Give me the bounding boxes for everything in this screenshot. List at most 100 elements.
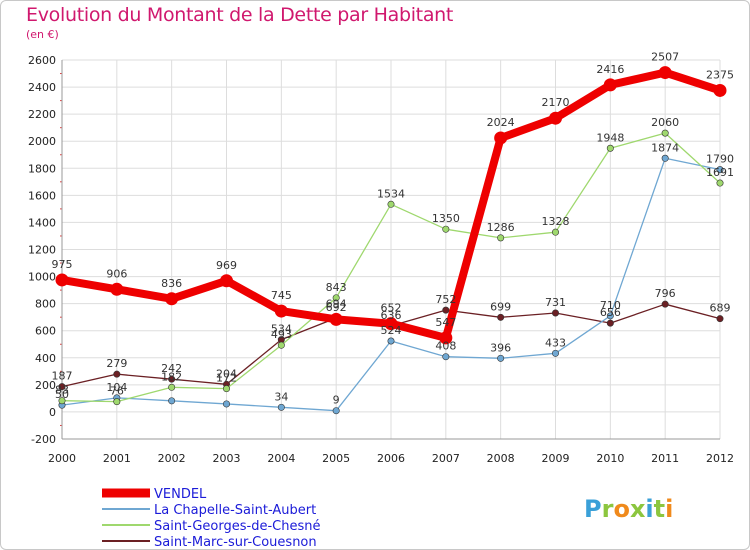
data-label: 2060 xyxy=(651,116,679,129)
data-point xyxy=(497,313,505,321)
legend-label: Saint-Georges-de-Chesné xyxy=(154,519,320,534)
data-point xyxy=(58,397,66,405)
data-point xyxy=(606,312,614,320)
data-point xyxy=(551,309,559,317)
data-point xyxy=(223,400,231,408)
data-point xyxy=(332,294,340,302)
y-tick-label: 0 xyxy=(49,406,56,419)
logo-letter: t xyxy=(654,495,665,523)
logo-text: Proxiti xyxy=(584,495,673,523)
data-label: 689 xyxy=(710,302,731,315)
x-tick-label: 2009 xyxy=(542,452,570,465)
data-point xyxy=(551,349,559,357)
data-point xyxy=(274,304,288,318)
series-group xyxy=(55,66,727,415)
data-label: 692 xyxy=(326,301,347,314)
data-label: 1328 xyxy=(542,215,570,228)
data-point xyxy=(713,83,727,97)
data-point xyxy=(661,129,669,137)
data-point xyxy=(58,383,66,391)
data-point xyxy=(497,234,505,242)
logo-letter: o xyxy=(613,495,630,523)
data-point xyxy=(110,282,124,296)
data-label: 2170 xyxy=(542,96,570,109)
data-label: 172 xyxy=(216,372,237,385)
data-label: 656 xyxy=(600,306,621,319)
data-label: 694 xyxy=(326,297,347,310)
data-point xyxy=(716,315,724,323)
data-point xyxy=(277,403,285,411)
x-tick-label: 2006 xyxy=(377,452,405,465)
y-tick-label: 1000 xyxy=(28,271,56,284)
data-point xyxy=(113,398,121,406)
data-label: 1286 xyxy=(487,221,515,234)
data-point xyxy=(497,354,505,362)
data-label: 1948 xyxy=(596,131,624,144)
legend-label: La Chapelle-Saint-Aubert xyxy=(154,503,316,518)
data-label: 242 xyxy=(161,362,182,375)
y-tick-label: 2200 xyxy=(28,108,56,121)
data-point xyxy=(329,312,343,326)
data-point xyxy=(606,319,614,327)
legend-label: VENDEL xyxy=(154,487,207,502)
data-point xyxy=(658,66,672,80)
data-label: 710 xyxy=(600,299,621,312)
data-point xyxy=(168,375,176,383)
data-label: 731 xyxy=(545,296,566,309)
y-tick-label: 2400 xyxy=(28,81,56,94)
data-point xyxy=(442,353,450,361)
y-tick-label: 1200 xyxy=(28,244,56,257)
data-point xyxy=(220,274,233,288)
data-point xyxy=(551,228,559,236)
data-label: 906 xyxy=(106,267,127,280)
data-point xyxy=(603,78,617,92)
y-tick-label: 1400 xyxy=(28,216,56,229)
data-point xyxy=(716,166,724,174)
data-label: 843 xyxy=(326,281,347,294)
data-label: 279 xyxy=(106,357,127,370)
data-label: 1691 xyxy=(706,166,734,179)
data-label: 2507 xyxy=(651,51,679,64)
data-point xyxy=(716,179,724,187)
data-point xyxy=(223,385,231,393)
x-tick-label: 2004 xyxy=(267,452,295,465)
data-point xyxy=(113,370,121,378)
data-point xyxy=(384,317,398,331)
x-tick-label: 2000 xyxy=(48,452,76,465)
data-label: 1874 xyxy=(651,141,679,154)
logo-letter: r xyxy=(602,495,614,523)
data-point xyxy=(165,292,179,306)
data-point xyxy=(606,144,614,152)
data-label: 83 xyxy=(55,384,69,397)
data-point xyxy=(332,407,340,415)
data-label: 2375 xyxy=(706,68,734,81)
data-label: 796 xyxy=(655,287,676,300)
data-label: 34 xyxy=(274,390,288,403)
y-tick-label: 600 xyxy=(35,325,56,338)
data-label: 204 xyxy=(216,367,237,380)
y-tick-label: 2000 xyxy=(28,135,56,148)
data-point xyxy=(168,397,176,405)
data-label: 1790 xyxy=(706,153,734,166)
y-tick-label: 1600 xyxy=(28,189,56,202)
data-label: 187 xyxy=(52,370,73,383)
data-point xyxy=(439,331,453,345)
data-point xyxy=(549,111,562,125)
data-label: 836 xyxy=(161,277,182,290)
y-tick-label: 1800 xyxy=(28,162,56,175)
data-point xyxy=(442,225,450,233)
y-tick-label: 400 xyxy=(35,352,56,365)
logo-letter: x xyxy=(630,495,646,523)
data-label: 699 xyxy=(490,300,511,313)
data-label: 2024 xyxy=(487,116,515,129)
y-tick-label: 200 xyxy=(35,379,56,392)
logo-letter: P xyxy=(584,495,602,523)
data-point xyxy=(277,341,285,349)
x-tick-label: 2007 xyxy=(432,452,460,465)
data-labels: 975 906 836 969 745 694 652 547 2024 2170 2416 2507… xyxy=(52,51,735,407)
data-label: 534 xyxy=(271,323,292,336)
data-point xyxy=(661,154,669,162)
data-point xyxy=(442,306,450,314)
proxiti-logo: Proxiti xyxy=(584,495,673,523)
